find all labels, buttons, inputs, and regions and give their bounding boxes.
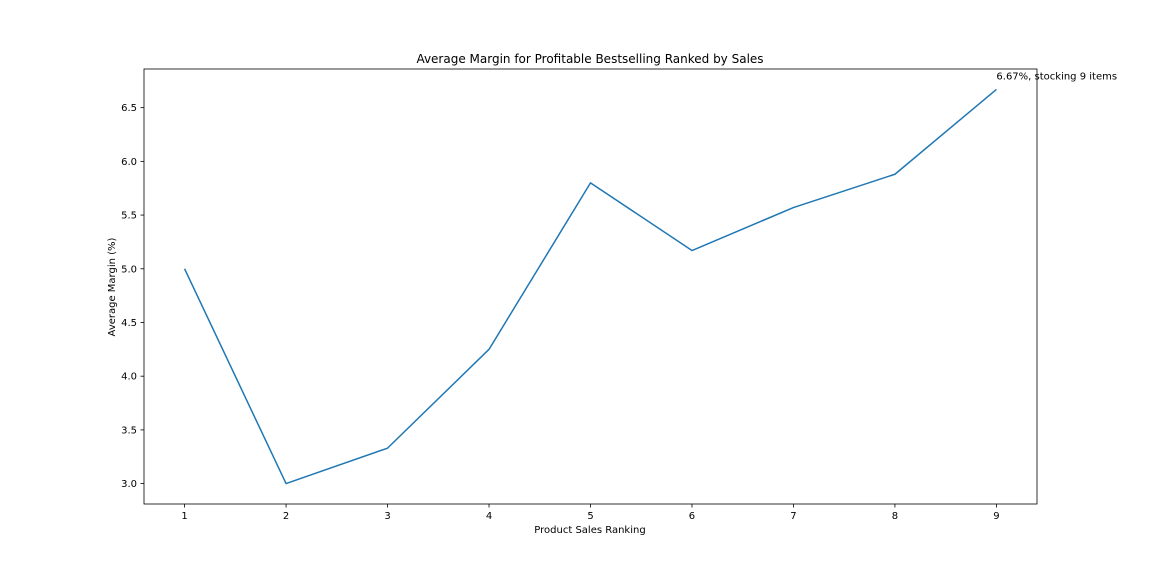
x-tick-label: 3 (384, 511, 390, 522)
x-tick-label: 6 (689, 511, 695, 522)
y-tick-label: 3.0 (121, 479, 137, 490)
x-tick-label: 9 (993, 511, 999, 522)
y-tick-label: 5.0 (121, 264, 137, 275)
y-tick-label: 3.5 (121, 425, 137, 436)
point-annotation: 6.67%, stocking 9 items (996, 71, 1117, 82)
x-tick-label: 8 (892, 511, 898, 522)
x-tick-label: 5 (587, 511, 593, 522)
x-axis-label: Product Sales Ranking (534, 525, 645, 536)
x-tick-label: 7 (790, 511, 796, 522)
y-tick-label: 6.5 (121, 103, 137, 114)
y-tick-label: 5.5 (121, 211, 137, 222)
x-tick-label: 4 (486, 511, 492, 522)
y-tick-label: 4.5 (121, 318, 137, 329)
x-tick-label: 2 (283, 511, 289, 522)
chart-title: Average Margin for Profitable Bestsellin… (416, 52, 763, 66)
plot-area: 1 2 3 4 5 6 7 8 9 3.0 3.5 4.0 4.5 5.0 5.5 6.0 6.5 6.67%, … (121, 68, 1117, 522)
y-axis-label: Average Margin (%) (107, 237, 118, 336)
x-tick-label: 1 (181, 511, 187, 522)
y-tick-label: 4.0 (121, 372, 137, 383)
y-tick-label: 6.0 (121, 157, 137, 168)
